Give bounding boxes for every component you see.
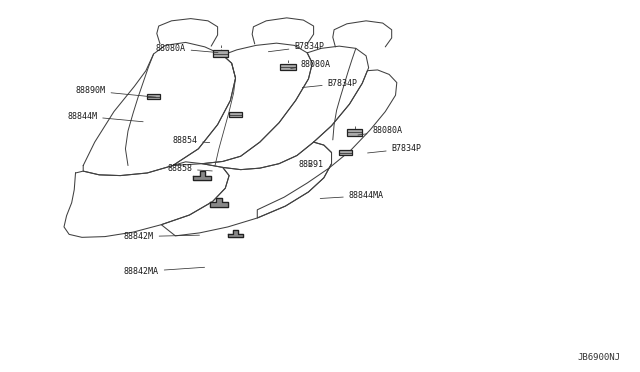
- Text: 88842MA: 88842MA: [124, 267, 205, 276]
- Polygon shape: [210, 198, 228, 206]
- Polygon shape: [228, 230, 243, 237]
- Text: 88080A: 88080A: [358, 126, 403, 135]
- Bar: [213, 51, 228, 57]
- Polygon shape: [193, 171, 211, 180]
- Text: JB6900NJ: JB6900NJ: [578, 353, 621, 362]
- Bar: [347, 129, 362, 135]
- Text: B7834P: B7834P: [302, 79, 358, 88]
- Text: 88080A: 88080A: [156, 44, 218, 53]
- Bar: [339, 150, 352, 155]
- Text: B7834P: B7834P: [367, 144, 422, 153]
- Bar: [280, 64, 296, 70]
- Text: 88844M: 88844M: [67, 112, 143, 122]
- Text: 88890M: 88890M: [76, 86, 156, 97]
- Text: 88842M: 88842M: [124, 232, 200, 241]
- Bar: [147, 94, 160, 99]
- Text: 88844MA: 88844MA: [320, 191, 384, 200]
- Text: B7834P: B7834P: [268, 42, 324, 52]
- Text: 88854: 88854: [172, 136, 210, 145]
- Text: 88B91: 88B91: [299, 160, 324, 169]
- Text: 88858: 88858: [167, 164, 212, 173]
- Text: 88080A: 88080A: [291, 60, 331, 69]
- Bar: [229, 112, 242, 117]
